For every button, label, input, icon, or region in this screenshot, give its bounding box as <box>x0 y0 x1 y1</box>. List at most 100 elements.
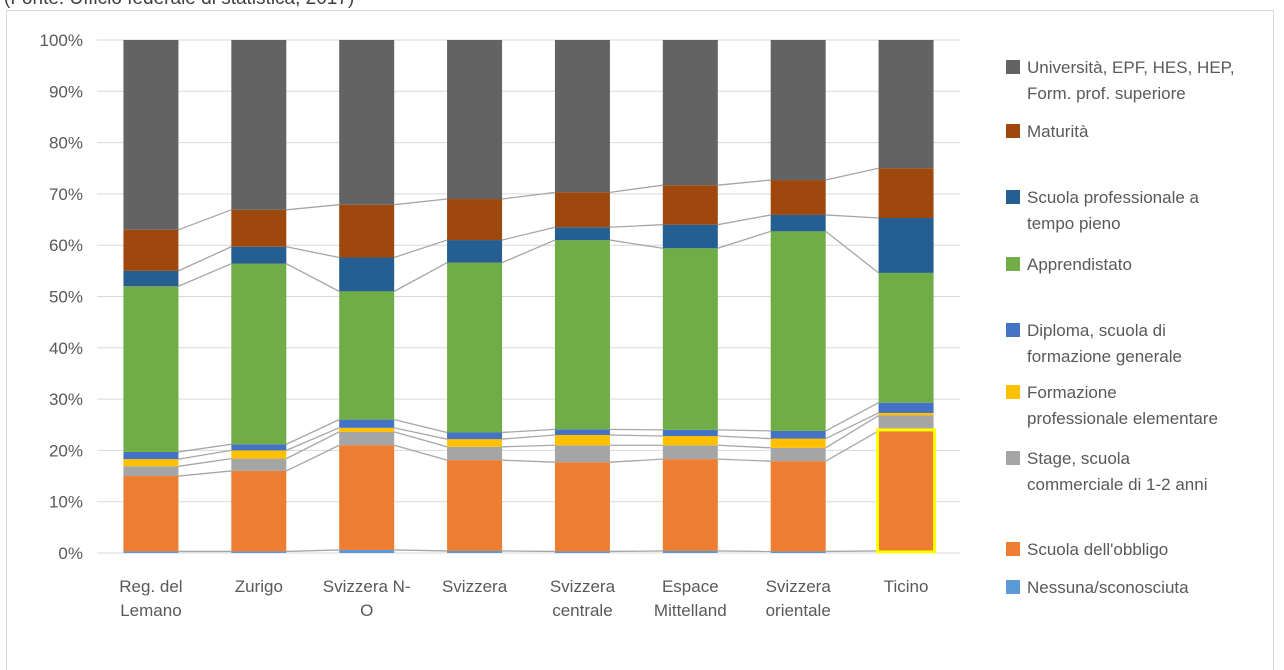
series-connector-line <box>501 226 556 241</box>
series-connector-line <box>717 429 771 432</box>
series-connector-line <box>286 427 340 451</box>
bar-segment <box>123 451 179 460</box>
legend-swatch <box>1006 323 1020 337</box>
bar-segment <box>554 429 610 436</box>
series-connector-line <box>717 214 771 226</box>
bar-segment <box>447 40 503 200</box>
y-tick-label: 10% <box>49 493 83 512</box>
bar-segment <box>770 551 826 553</box>
bar-segment <box>231 444 287 451</box>
y-tick-label: 70% <box>49 185 83 204</box>
bar-segment <box>770 214 826 232</box>
bar-segment <box>554 240 610 430</box>
bar-segment <box>554 462 610 552</box>
series-connector-line <box>609 458 663 463</box>
series-connector-line <box>286 431 340 460</box>
bar-segment <box>878 430 934 551</box>
y-tick-label: 40% <box>49 339 83 358</box>
bar-segment <box>554 227 610 241</box>
bar-segment <box>447 550 503 553</box>
x-tick-label: Svizzera <box>766 577 832 596</box>
legend-swatch <box>1006 190 1020 204</box>
series-connector-line <box>609 428 663 431</box>
x-tick-label: centrale <box>552 601 612 620</box>
bar-segment <box>231 40 287 210</box>
series-connector-line <box>825 412 879 440</box>
series-connector-line <box>286 204 340 211</box>
series-connector-line <box>717 179 771 186</box>
y-tick-label: 30% <box>49 390 83 409</box>
bar-segment <box>231 263 287 445</box>
bar-segment <box>662 224 718 249</box>
bar-segment <box>878 218 934 273</box>
bar-segment <box>662 40 718 186</box>
x-tick-label: Svizzera <box>442 577 508 596</box>
bar-segment <box>770 447 826 462</box>
legend-swatch <box>1006 542 1020 556</box>
x-tick-label: O <box>360 601 373 620</box>
bar-segment <box>554 551 610 553</box>
series-connector-line <box>502 434 555 440</box>
bar-segment <box>123 229 179 271</box>
bar-segment <box>662 429 718 437</box>
x-tick-label: orientale <box>766 601 831 620</box>
bar-segment <box>662 436 718 446</box>
bar-segment <box>878 168 934 219</box>
legend-label: Form. prof. superiore <box>1027 84 1186 103</box>
legend-swatch <box>1006 580 1020 594</box>
x-tick-label: Zurigo <box>235 577 283 596</box>
series-connector-line <box>178 443 232 453</box>
bar-segment <box>447 432 503 440</box>
series-connector-line <box>394 427 448 440</box>
bar-segment <box>554 40 610 193</box>
series-connector-line <box>502 428 555 434</box>
series-connector-line <box>286 549 340 553</box>
bar-segment <box>770 430 826 439</box>
legend-label: Formazione <box>1027 383 1117 402</box>
series-connector-line <box>825 214 879 219</box>
x-tick-label: Espace <box>662 577 719 596</box>
bar-segment <box>339 445 395 550</box>
series-connector-line <box>502 459 555 463</box>
bar-segment <box>123 286 179 452</box>
series-connector-line <box>501 191 556 200</box>
legend-label: Università, EPF, HES, HEP, <box>1027 58 1235 77</box>
y-tick-label: 60% <box>49 236 83 255</box>
bar-segment <box>123 459 179 467</box>
bar-segment <box>339 291 395 420</box>
bar-segment <box>662 445 718 460</box>
x-tick-label: Reg. del <box>119 577 182 596</box>
series-connector-line <box>717 230 771 249</box>
x-tick-label: Ticino <box>884 577 929 596</box>
bar-segment <box>231 246 287 264</box>
y-tick-label: 50% <box>49 288 83 307</box>
x-tick-label: Svizzera <box>550 577 616 596</box>
series-connector-line <box>609 239 663 249</box>
series-connector-line <box>825 402 879 432</box>
bar-segment <box>231 551 287 553</box>
bar-segment <box>339 427 395 432</box>
series-connector-line <box>609 224 663 228</box>
bar-segment <box>231 470 287 552</box>
series-connector-line <box>394 198 448 206</box>
bar-segment <box>770 180 826 215</box>
legend-label: Maturità <box>1027 122 1089 141</box>
series-connector-line <box>394 431 448 448</box>
bar-segment <box>662 185 718 225</box>
bar-segment <box>878 40 934 169</box>
legend-label: Scuola professionale a <box>1027 188 1200 207</box>
bar-segment <box>123 270 179 287</box>
series-connector-line <box>286 444 340 472</box>
x-tick-label: Svizzera N- <box>323 577 411 596</box>
bar-segment <box>662 459 718 551</box>
highlight-box <box>876 428 937 554</box>
chart-frame <box>6 10 1274 670</box>
series-connector-line <box>825 167 879 181</box>
series-connector-line <box>825 230 879 274</box>
bar-segment <box>662 550 718 553</box>
legend-label: tempo pieno <box>1027 214 1121 233</box>
bar-segment <box>447 240 503 263</box>
legend-label: Diploma, scuola di <box>1027 321 1166 340</box>
bar-segment <box>447 460 503 551</box>
bar-segment <box>339 419 395 428</box>
